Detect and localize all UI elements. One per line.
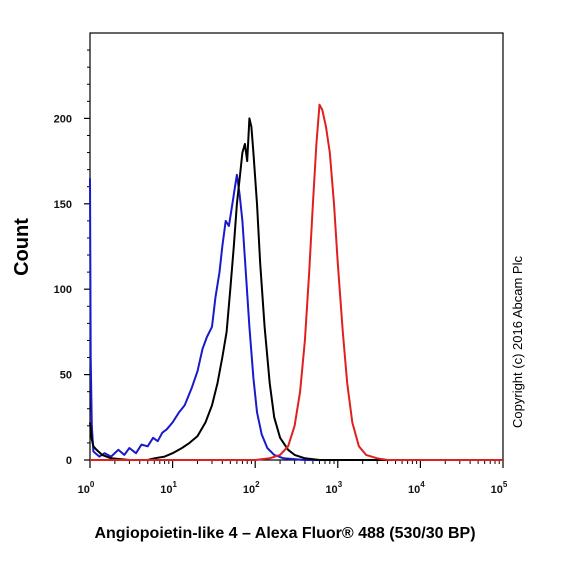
- series-layer: [89, 103, 503, 461]
- x-tick-label: 100: [78, 480, 95, 496]
- y-tick-label: 50: [60, 370, 72, 382]
- copyright-notice: Copyright (c) 2016 Abcam Plc: [510, 256, 525, 428]
- y-axis-label: Count: [11, 218, 33, 276]
- y-tick-label: 100: [54, 284, 72, 296]
- y-tick-label: 200: [54, 113, 72, 125]
- x-axis-ticks: 100 101 102 103 104 105: [78, 460, 508, 496]
- x-tick-label: 103: [325, 480, 342, 496]
- x-tick-label: 101: [160, 480, 177, 496]
- y-tick-label: 0: [66, 455, 72, 467]
- plot-frame: [89, 32, 504, 461]
- y-tick-label: 150: [54, 199, 72, 211]
- histogram-series-1: [89, 173, 503, 461]
- x-axis-label: Angiopoietin-like 4 – Alexa Fluor® 488 (…: [94, 525, 475, 542]
- histogram-series-3: [90, 103, 503, 461]
- y-axis-ticks: 0 50 100 150 200: [54, 49, 90, 467]
- x-tick-label: 102: [243, 480, 260, 496]
- x-tick-label: 105: [491, 480, 508, 496]
- x-tick-label: 104: [408, 480, 425, 496]
